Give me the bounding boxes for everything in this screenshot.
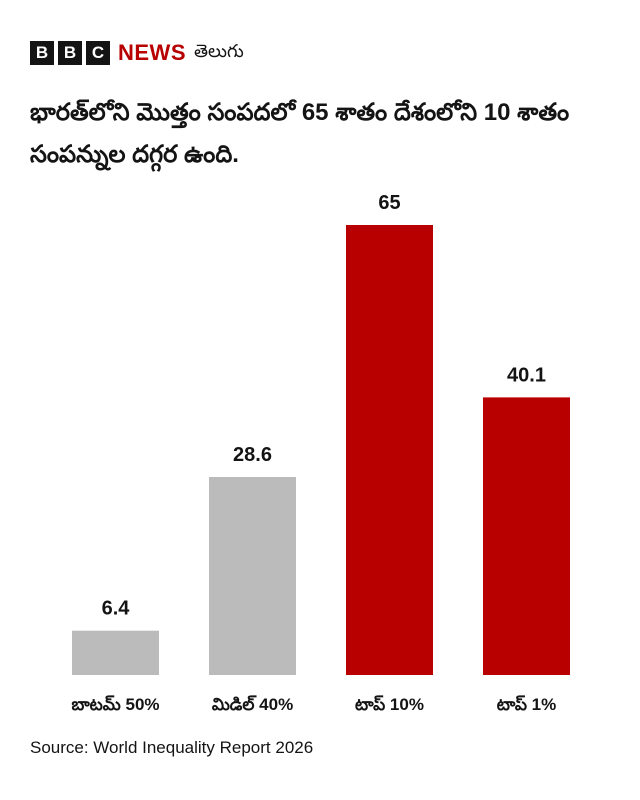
value-label: 28.6 <box>233 444 272 466</box>
bar <box>209 477 296 675</box>
brand-header: B B C NEWS తెలుగు <box>30 40 244 66</box>
value-label: 40.1 <box>507 364 546 386</box>
source-note: Source: World Inequality Report 2026 <box>30 738 314 757</box>
brand-letter: B <box>58 41 82 65</box>
brand-letter: C <box>86 41 110 65</box>
value-label: 65 <box>378 192 400 214</box>
brand-letter: B <box>30 41 54 65</box>
bar <box>346 225 433 675</box>
x-tick-label: మిడిల్ 40% <box>212 695 293 714</box>
brand-language: తెలుగు <box>194 40 244 61</box>
bar <box>483 397 570 675</box>
x-tick-label: టాప్ 10% <box>355 695 424 714</box>
x-tick-label: టాప్ 1% <box>497 695 556 714</box>
brand-news: NEWS <box>118 40 186 65</box>
x-tick-label: బాటమ్ 50% <box>71 695 159 714</box>
value-label: 6.4 <box>102 598 131 620</box>
bar <box>72 630 159 675</box>
chart-title: భారత్‌లోని మొత్తం సంపదలో 65 శాతం దేశంలోన… <box>30 99 570 168</box>
